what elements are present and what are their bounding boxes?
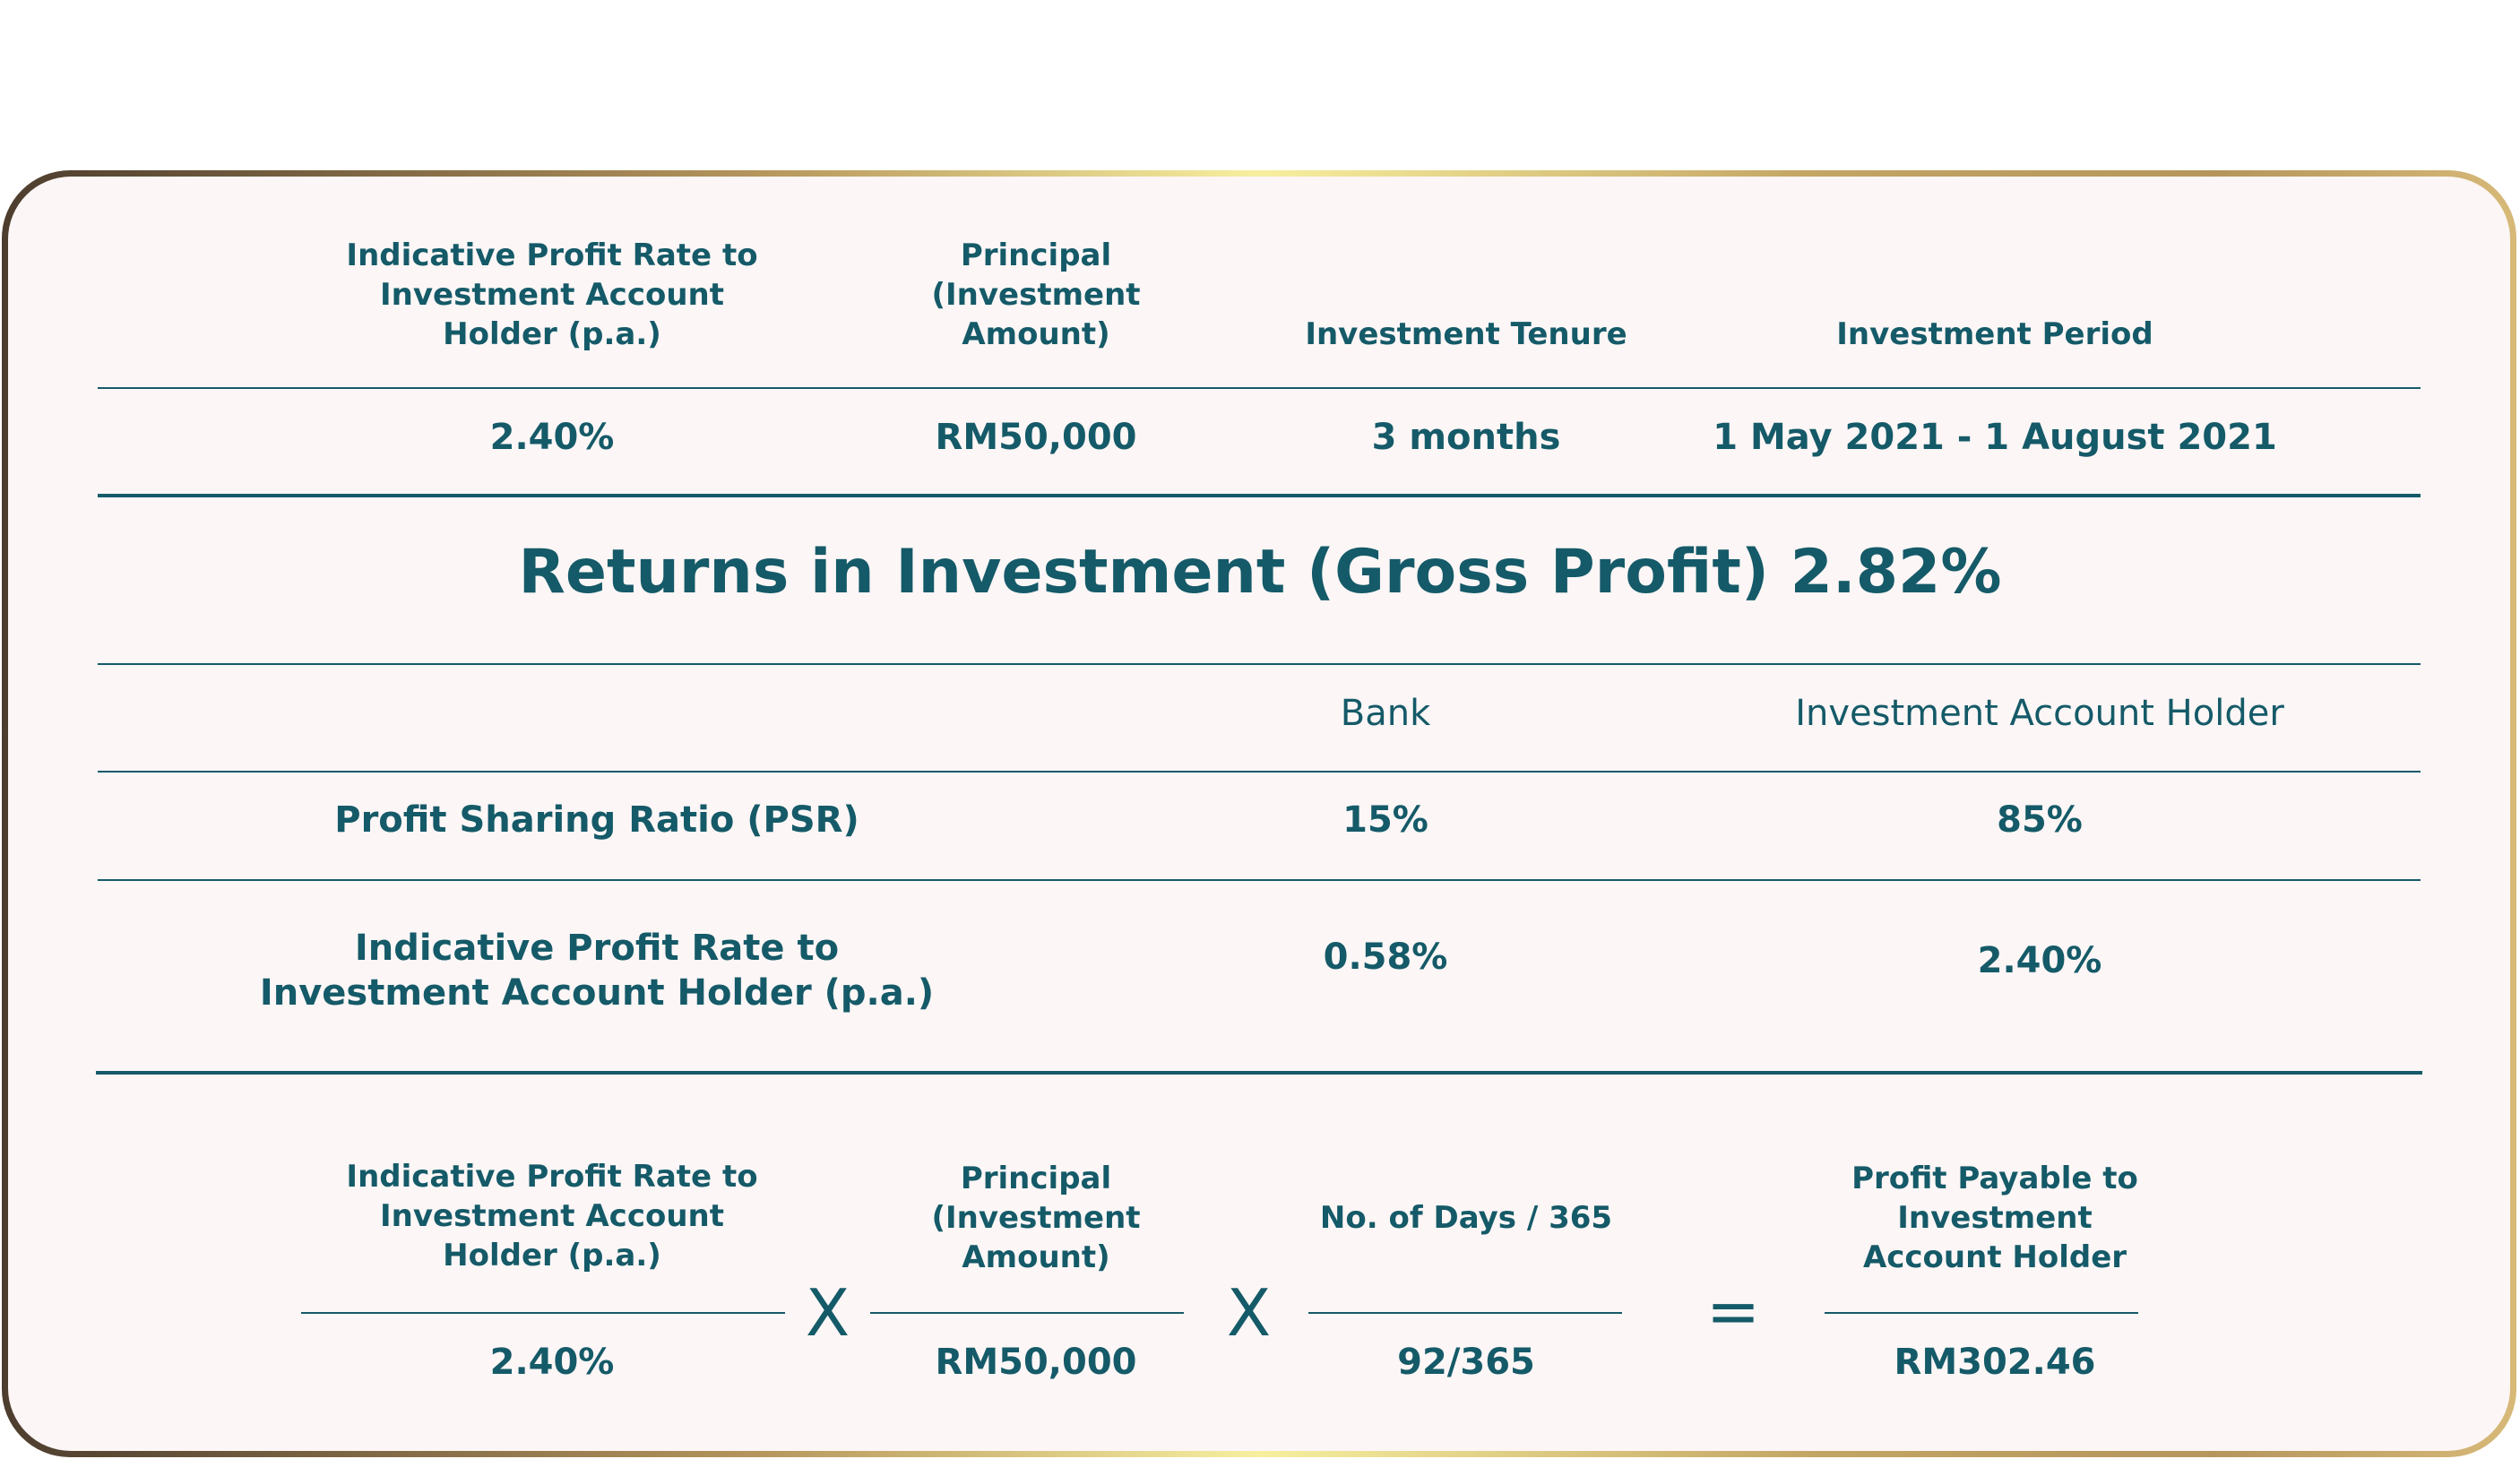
value-period: 1 May 2021 - 1 August 2021 xyxy=(1713,417,2277,458)
formula-payable-label: Profit Payable to Investment Account Hol… xyxy=(1771,1159,2219,1277)
indicative-rate-row-label: Indicative Profit Rate to Investment Acc… xyxy=(149,926,1045,1015)
divider-top-header xyxy=(98,387,2421,389)
divider-top-table-end xyxy=(98,494,2421,497)
column-bank: Bank xyxy=(1340,693,1431,734)
header-indicative-rate: Indicative Profit Rate to Investment Acc… xyxy=(283,236,821,354)
indicative-rate-row-label-line-1: Indicative Profit Rate to xyxy=(354,928,840,969)
formula-principal-value: RM50,000 xyxy=(935,1342,1137,1383)
value-principal: RM50,000 xyxy=(935,417,1137,458)
formula-payable-label-line-3: Account Holder xyxy=(1862,1239,2127,1275)
header-rate-line-2: Investment Account xyxy=(380,277,724,313)
header-principal-line-1: Principal xyxy=(960,237,1112,273)
formula-payable-value: RM302.46 xyxy=(1894,1342,2096,1383)
card-border: Indicative Profit Rate to Investment Acc… xyxy=(2,170,2516,1457)
multiply-symbol-1: X xyxy=(805,1275,850,1351)
divider-returns xyxy=(98,663,2421,665)
divider-psr-row xyxy=(98,879,2421,881)
equals-symbol: = xyxy=(1705,1273,1761,1349)
formula-principal-label-line-1: Principal xyxy=(960,1161,1112,1196)
header-investment-period: Investment Period xyxy=(1836,316,2153,352)
value-rate: 2.40% xyxy=(489,417,615,458)
formula-principal-label-line-2: (Investment xyxy=(931,1200,1141,1236)
divider-sharing-table-end xyxy=(96,1071,2422,1075)
value-tenure: 3 months xyxy=(1371,417,1561,458)
header-principal-line-3: Amount) xyxy=(962,316,1110,352)
formula-rate-value: 2.40% xyxy=(489,1342,615,1383)
header-principal: Principal (Investment Amount) xyxy=(857,236,1215,354)
header-rate-line-3: Holder (p.a.) xyxy=(443,316,661,352)
fraction-bar-principal xyxy=(870,1312,1184,1314)
formula-principal-label: Principal (Investment Amount) xyxy=(857,1159,1215,1277)
formula-rate-label-line-3: Holder (p.a.) xyxy=(443,1238,661,1273)
column-investment-account-holder: Investment Account Holder xyxy=(1795,693,2284,734)
formula-rate-label-line-2: Investment Account xyxy=(380,1198,724,1234)
returns-title: Returns in Investment (Gross Profit) 2.8… xyxy=(518,537,2002,608)
divider-sharing-header xyxy=(98,771,2421,773)
profit-calculation-card: Indicative Profit Rate to Investment Acc… xyxy=(8,177,2510,1451)
indicative-rate-row-label-line-2: Investment Account Holder (p.a.) xyxy=(259,972,935,1014)
indicative-rate-bank-value: 0.58% xyxy=(1323,937,1448,978)
formula-principal-label-line-3: Amount) xyxy=(962,1239,1110,1275)
psr-bank-value: 15% xyxy=(1342,799,1428,841)
fraction-bar-payable xyxy=(1825,1312,2138,1314)
formula-rate-label-line-1: Indicative Profit Rate to xyxy=(346,1159,758,1195)
fraction-bar-days xyxy=(1308,1312,1622,1314)
header-principal-line-2: (Investment xyxy=(931,277,1141,313)
formula-days-label: No. of Days / 365 xyxy=(1319,1200,1613,1236)
fraction-bar-rate xyxy=(301,1312,785,1314)
formula-days-value: 92/365 xyxy=(1397,1342,1535,1383)
header-rate-line-1: Indicative Profit Rate to xyxy=(346,237,758,273)
formula-payable-label-line-1: Profit Payable to xyxy=(1851,1161,2138,1196)
multiply-symbol-2: X xyxy=(1226,1275,1272,1351)
indicative-rate-holder-value: 2.40% xyxy=(1977,940,2102,981)
header-investment-tenure: Investment Tenure xyxy=(1305,316,1627,352)
psr-label: Profit Sharing Ratio (PSR) xyxy=(334,799,859,841)
formula-payable-label-line-2: Investment xyxy=(1897,1200,2093,1236)
psr-holder-value: 85% xyxy=(1997,799,2083,841)
formula-rate-label: Indicative Profit Rate to Investment Acc… xyxy=(283,1157,821,1275)
